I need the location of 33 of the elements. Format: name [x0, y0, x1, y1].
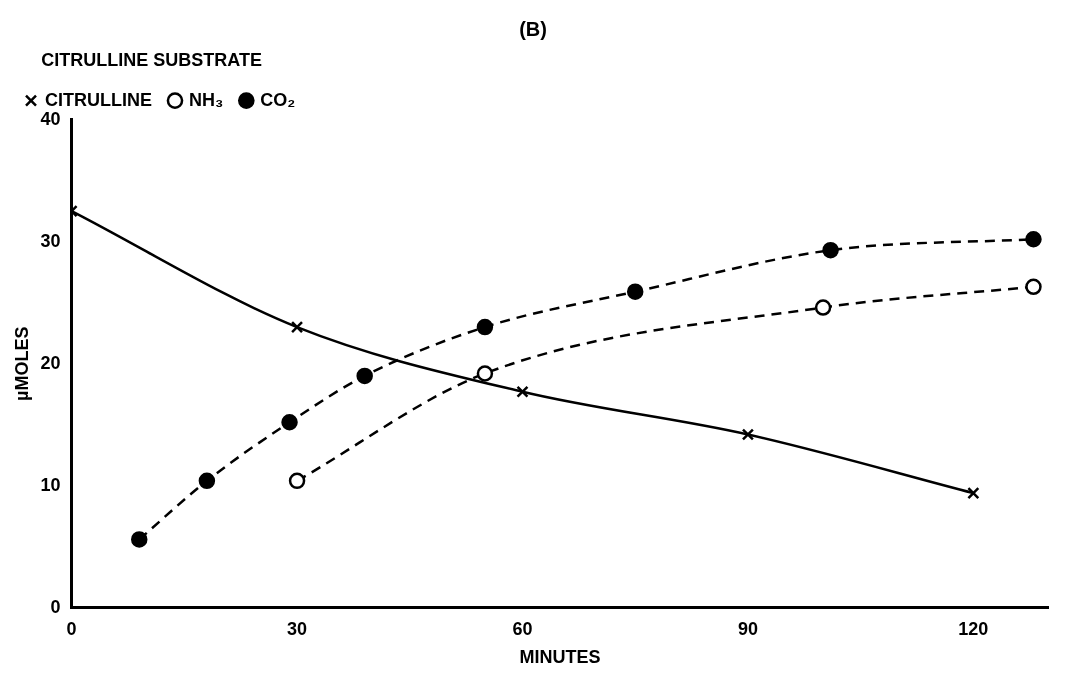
x-tick-label: 30 [287, 618, 308, 639]
y-tick-label: 10 [40, 474, 61, 495]
y-axis-title: µMOLES [11, 326, 32, 401]
point [131, 531, 148, 548]
y-tick-label: 30 [40, 230, 61, 251]
x-tick-label: 0 [66, 618, 77, 639]
point [198, 472, 216, 490]
point [967, 486, 980, 500]
x-axis-title: MINUTES [519, 647, 601, 668]
point [822, 241, 839, 259]
legend-title: CITRULLINE SUBSTRATE [41, 49, 262, 70]
legend-label: CO₂ [260, 89, 296, 110]
chart-title: (B) [519, 17, 547, 40]
point [290, 320, 304, 334]
point [626, 283, 644, 300]
y-tick-label: 0 [50, 596, 61, 617]
legend-label: NH₃ [188, 89, 224, 110]
point [516, 385, 529, 398]
point [288, 472, 306, 490]
point [814, 299, 832, 316]
point [476, 365, 494, 382]
y-tick-label: 20 [40, 352, 61, 373]
x-tick-label: 90 [737, 618, 758, 639]
point [1025, 278, 1042, 296]
point [281, 414, 298, 431]
point [476, 318, 494, 336]
x-tick-label: 120 [958, 618, 989, 639]
point [741, 428, 755, 441]
point [1025, 230, 1042, 248]
legend-label: CITRULLINE [45, 89, 152, 110]
point [356, 367, 373, 385]
x-tick-label: 60 [512, 618, 533, 639]
y-tick-label: 40 [40, 108, 61, 129]
